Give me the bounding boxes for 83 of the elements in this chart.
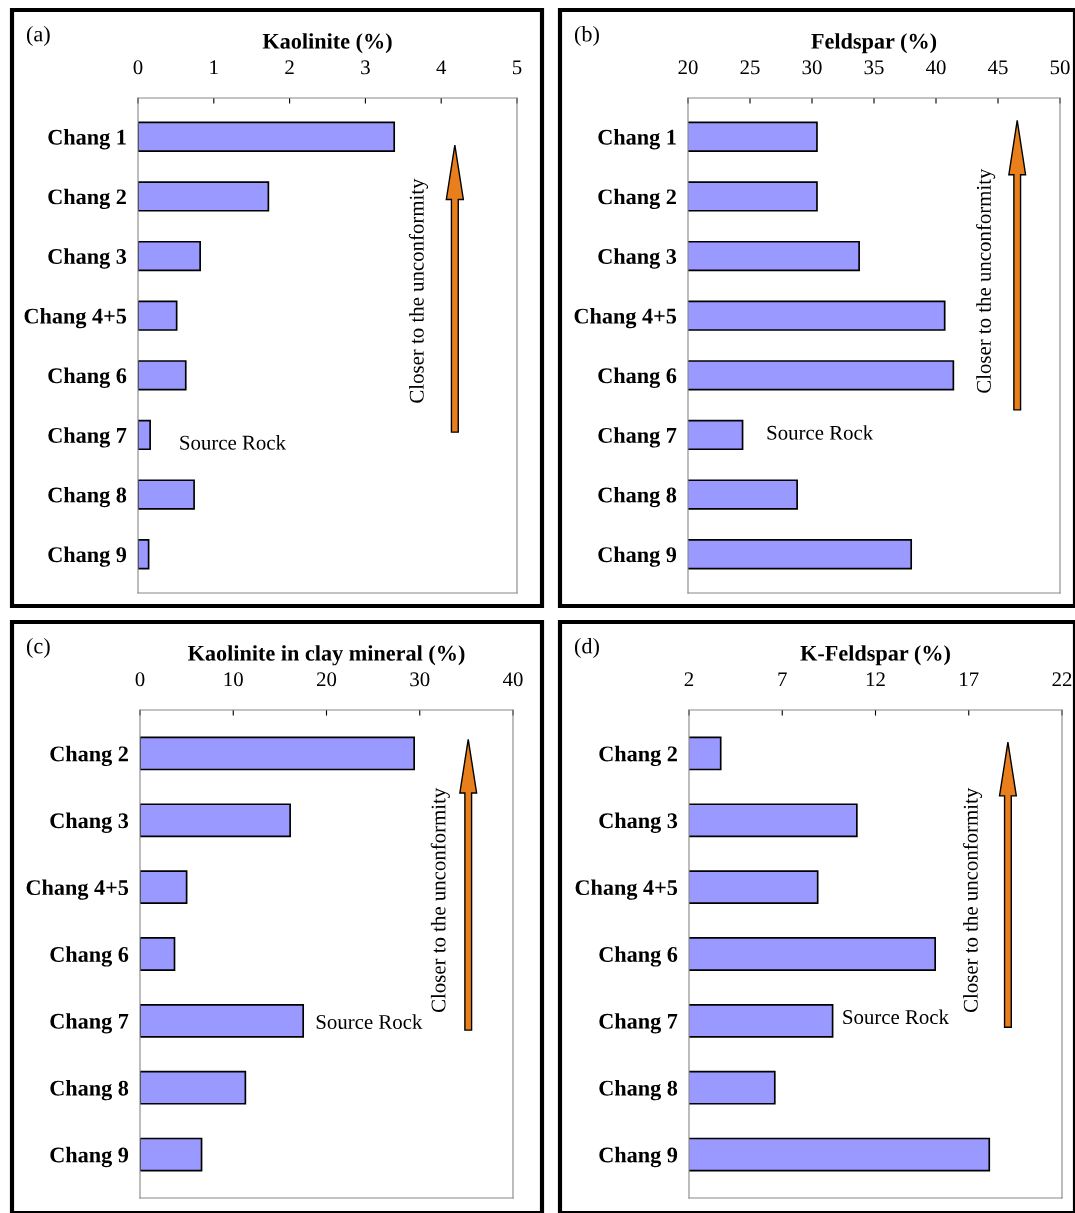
y-tick-label: Chang 9 bbox=[48, 546, 127, 567]
x-axis-title: K-Feldspar (%) bbox=[800, 645, 950, 666]
y-tick-label: Chang 7 bbox=[50, 1013, 129, 1034]
x-tick-label: 17 bbox=[960, 672, 979, 687]
chart-title: (c) bbox=[26, 637, 50, 659]
bar bbox=[138, 121, 396, 152]
annotation: Closer to the unconformity bbox=[430, 787, 450, 1012]
bar bbox=[140, 803, 291, 838]
y-tick-label: Chang 1 bbox=[598, 129, 676, 150]
y-tick-label: Chang 2 bbox=[598, 188, 676, 210]
y-tick-label: Chang 1 bbox=[48, 129, 126, 150]
y-tick-label: Chang 8 bbox=[599, 1079, 678, 1101]
chart-title: (d) bbox=[574, 637, 599, 659]
x-tick-label: 20 bbox=[317, 672, 337, 687]
annotation: Source Rock bbox=[316, 1014, 423, 1029]
annotation: Closer to the unconformity bbox=[962, 787, 983, 1012]
bar bbox=[138, 300, 178, 331]
x-tick-label: 0 bbox=[135, 672, 145, 687]
bar bbox=[138, 181, 270, 212]
bar bbox=[140, 736, 415, 771]
y-tick-label: Chang 8 bbox=[48, 486, 127, 508]
x-tick-label: 22 bbox=[1052, 672, 1072, 687]
x-tick-label: 30 bbox=[410, 672, 430, 687]
x-tick-label: 50 bbox=[1050, 60, 1070, 75]
y-tick-label: Chang 2 bbox=[50, 745, 128, 767]
bar bbox=[138, 419, 151, 451]
y-tick-label: Chang 3 bbox=[599, 812, 678, 833]
y-tick-label: Chang 6 bbox=[50, 946, 129, 967]
y-tick-label: Chang 7 bbox=[598, 427, 677, 448]
y-tick-label: Chang 4+5 bbox=[24, 307, 127, 329]
y-tick-label: Chang 6 bbox=[599, 946, 678, 967]
y-tick-label: Chang 3 bbox=[598, 248, 677, 269]
x-tick-label: 25 bbox=[740, 60, 760, 75]
y-tick-label: Chang 3 bbox=[48, 248, 127, 269]
y-tick-label: Chang 9 bbox=[599, 1146, 678, 1168]
bar bbox=[138, 360, 187, 391]
bar bbox=[140, 1070, 247, 1105]
annotation: Source Rock bbox=[767, 425, 874, 440]
annotation: Closer to the unconformity bbox=[976, 168, 996, 393]
bar bbox=[140, 937, 176, 971]
bar bbox=[140, 1137, 203, 1172]
y-tick-label: Chang 9 bbox=[50, 1146, 129, 1168]
y-tick-label: Chang 7 bbox=[599, 1013, 678, 1034]
y-tick-label: Chang 6 bbox=[598, 367, 677, 388]
chart-title: (b) bbox=[574, 25, 599, 47]
x-axis-title: Kaolinite (%) bbox=[262, 33, 392, 54]
x-axis-title: Feldspar (%) bbox=[811, 33, 937, 54]
y-tick-label: Chang 2 bbox=[48, 188, 126, 210]
chart-title: (a) bbox=[26, 25, 50, 47]
annotation: Source Rock bbox=[843, 1009, 949, 1025]
bar bbox=[138, 240, 201, 272]
x-tick-label: 35 bbox=[864, 60, 884, 75]
y-tick-label: Chang 4+5 bbox=[26, 879, 129, 900]
x-tick-label: 2 bbox=[684, 672, 694, 687]
bar bbox=[140, 1003, 305, 1038]
bar bbox=[138, 479, 195, 510]
x-tick-label: 7 bbox=[778, 672, 787, 687]
x-tick-label: 10 bbox=[224, 672, 243, 687]
x-tick-label: 45 bbox=[987, 60, 1008, 75]
x-tick-label: 4 bbox=[436, 60, 447, 75]
y-tick-label: Chang 2 bbox=[599, 745, 677, 767]
x-tick-label: 3 bbox=[361, 60, 370, 75]
x-tick-label: 1 bbox=[210, 60, 218, 75]
y-tick-label: Chang 6 bbox=[48, 367, 127, 388]
x-tick-label: 2 bbox=[285, 60, 294, 75]
x-tick-label: 12 bbox=[866, 672, 885, 687]
x-tick-label: 5 bbox=[513, 60, 522, 75]
x-tick-label: 20 bbox=[678, 60, 698, 75]
x-axis-title: Kaolinite in clay mineral (%) bbox=[188, 645, 465, 666]
y-tick-label: Chang 8 bbox=[598, 486, 677, 508]
x-tick-label: 0 bbox=[133, 60, 143, 75]
y-tick-label: Chang 7 bbox=[48, 427, 127, 448]
y-tick-label: Chang 4+5 bbox=[574, 307, 677, 329]
y-tick-label: Chang 3 bbox=[50, 812, 129, 833]
y-tick-label: Chang 8 bbox=[50, 1079, 129, 1101]
x-tick-label: 40 bbox=[502, 672, 523, 687]
annotation: Closer to the unconformity bbox=[408, 178, 429, 403]
annotation: Source Rock bbox=[180, 435, 286, 450]
bar bbox=[140, 870, 188, 905]
x-tick-label: 30 bbox=[802, 60, 822, 75]
y-tick-label: Chang 9 bbox=[598, 546, 677, 567]
x-tick-label: 40 bbox=[925, 60, 946, 75]
y-tick-label: Chang 4+5 bbox=[575, 879, 678, 900]
